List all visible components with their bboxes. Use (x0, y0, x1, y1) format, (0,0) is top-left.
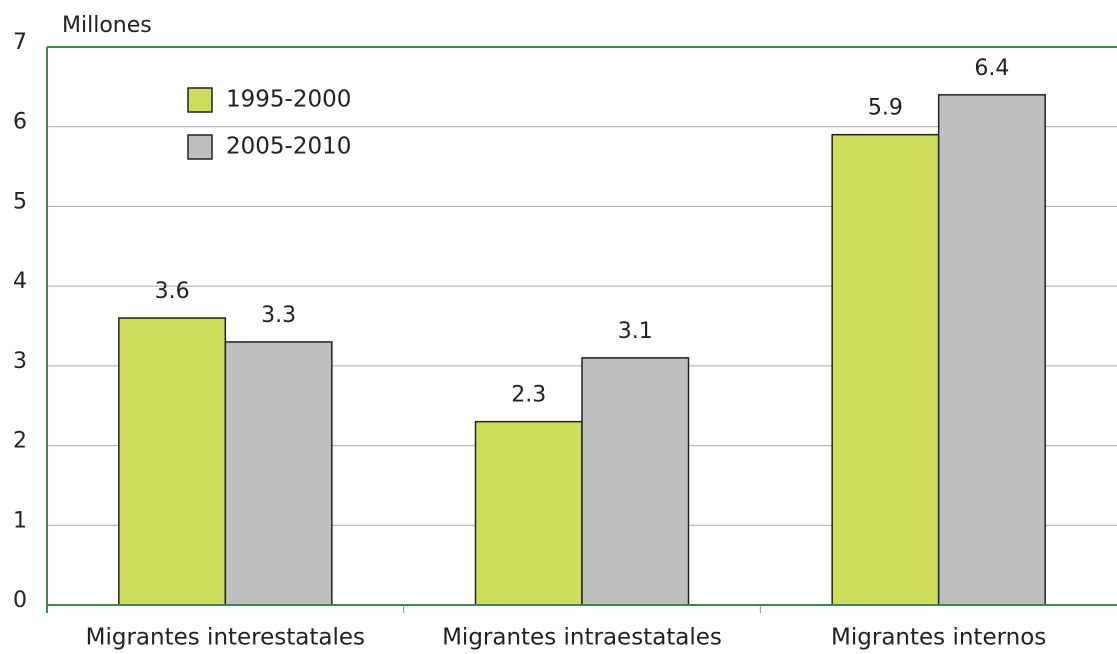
y-tick-label: 6 (13, 110, 27, 135)
y-tick-label: 4 (13, 269, 27, 294)
x-tick-label: Migrantes intraestatales (442, 625, 722, 651)
legend-label: 2005-2010 (226, 134, 351, 160)
y-axis-label: Millones (62, 13, 152, 38)
value-label: 3.6 (155, 279, 190, 304)
y-tick-label: 0 (13, 588, 27, 613)
value-label: 2.3 (511, 383, 546, 408)
bar (224, 341, 333, 606)
bar (474, 420, 583, 606)
value-label: 3.1 (618, 319, 653, 344)
x-tick-label: Migrantes internos (831, 625, 1046, 651)
bar (581, 357, 690, 606)
y-tick-label: 7 (13, 30, 27, 55)
legend-swatch (187, 134, 213, 160)
y-tick-label: 5 (13, 189, 27, 214)
value-label: 5.9 (868, 96, 903, 121)
legend-label: 1995-2000 (226, 87, 351, 113)
bar (937, 94, 1046, 606)
bar (118, 317, 227, 606)
y-tick-label: 3 (13, 349, 27, 374)
y-tick-label: 1 (13, 508, 27, 533)
value-label: 6.4 (974, 56, 1009, 81)
x-tick-label: Migrantes interestatales (86, 625, 365, 651)
y-tick-label: 2 (13, 429, 27, 454)
bar (831, 133, 940, 606)
legend-swatch (187, 87, 213, 113)
value-label: 3.3 (261, 303, 296, 328)
